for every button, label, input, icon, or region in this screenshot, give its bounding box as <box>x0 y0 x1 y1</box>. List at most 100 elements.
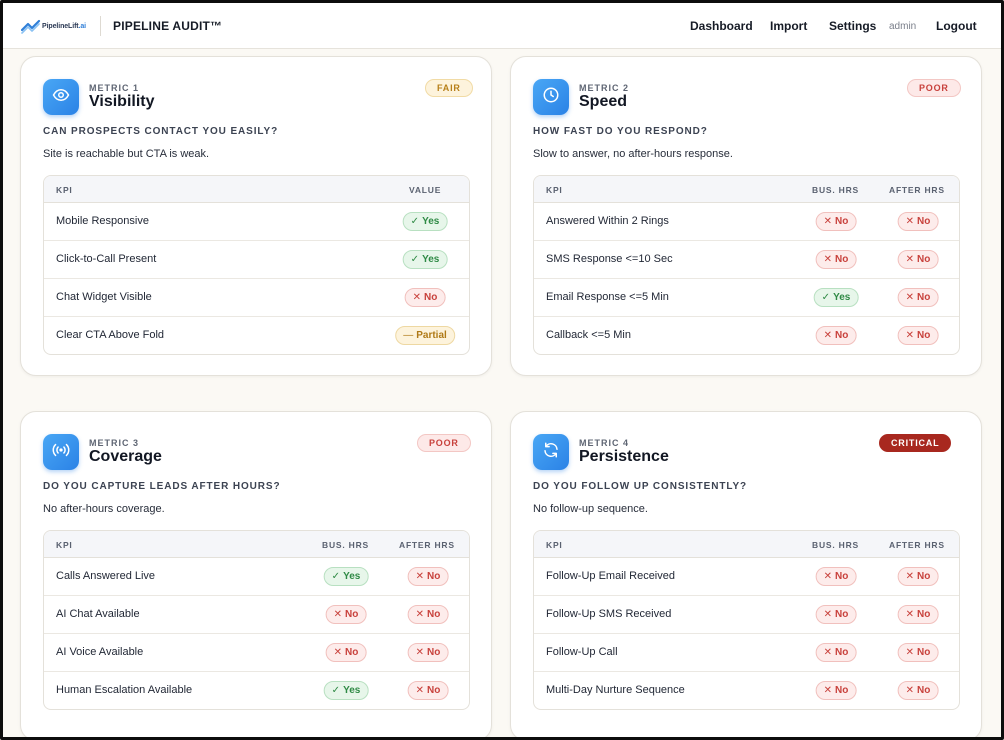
kpi-table-header: KPI VALUE <box>44 176 469 203</box>
business-hours-pill: ✕ No <box>815 643 857 662</box>
header-divider <box>100 16 101 36</box>
nav-dashboard[interactable]: Dashboard <box>690 19 753 33</box>
kpi-table-header: KPI BUS. HRS AFTER HRS <box>534 531 959 558</box>
metric-question: CAN PROSPECTS CONTACT YOU EASILY? <box>43 126 279 137</box>
metric-summary: No follow-up sequence. <box>533 503 648 515</box>
no-mark-icon: ✕ <box>415 571 425 582</box>
kpi-name: Follow-Up Call <box>546 646 618 658</box>
business-hours-pill: ✕ No <box>325 643 367 662</box>
no-mark-icon: ✕ <box>905 609 915 620</box>
after-hours-pill: ✕ No <box>897 326 939 345</box>
kpi-table-header: KPI BUS. HRS AFTER HRS <box>44 531 469 558</box>
kpi-row: Chat Widget Visible ✕ No <box>44 279 469 317</box>
yes-mark-icon: ✓ <box>821 292 831 303</box>
after-hours-pill-text: No <box>917 216 931 227</box>
after-hours-pill: ✕ No <box>897 643 939 662</box>
rating-badge: CRITICAL <box>879 434 952 452</box>
no-mark-icon: ✕ <box>415 609 425 620</box>
kpi-row: Human Escalation Available ✓ Yes ✕ No <box>44 672 469 709</box>
metric-number: METRIC 3 <box>89 438 140 448</box>
metric-card-visibility: METRIC 1 Visibility FAIR CAN PROSPECTS CONT… <box>20 56 492 376</box>
kpi-name: Email Response <=5 Min <box>546 291 669 303</box>
kpi-row: Follow-Up Call ✕ No ✕ No <box>534 634 959 672</box>
metric-title: Visibility <box>89 93 155 110</box>
column-header-kpi: KPI <box>56 540 73 550</box>
after-hours-pill: ✕ No <box>897 250 939 269</box>
no-mark-icon: ✕ <box>415 647 425 658</box>
logo-text: PipelineLift.ai <box>42 23 86 30</box>
kpi-row: Follow-Up Email Received ✕ No ✕ No <box>534 558 959 596</box>
rating-badge: POOR <box>417 434 471 452</box>
after-hours-pill: ✕ No <box>897 567 939 586</box>
business-hours-pill-text: No <box>835 685 849 696</box>
column-header-kpi: KPI <box>546 185 563 195</box>
metric-number: METRIC 2 <box>579 83 630 93</box>
business-hours-pill-text: Yes <box>833 292 851 303</box>
kpi-row: AI Voice Available ✕ No ✕ No <box>44 634 469 672</box>
no-mark-icon: ✕ <box>823 216 833 227</box>
nav-import[interactable]: Import <box>770 19 808 33</box>
kpi-row: Clear CTA Above Fold — Partial <box>44 317 469 354</box>
business-hours-pill-text: No <box>835 647 849 658</box>
nav-settings[interactable]: Settings <box>829 19 877 33</box>
partial-mark-icon: — <box>403 330 414 341</box>
kpi-row: Follow-Up SMS Received ✕ No ✕ No <box>534 596 959 634</box>
kpi-table: KPI VALUE Mobile Responsive ✓ Yes Click-to-Ca… <box>43 175 470 355</box>
no-mark-icon: ✕ <box>905 571 915 582</box>
metric-number: METRIC 4 <box>579 438 630 448</box>
broadcast-icon <box>51 440 71 465</box>
no-mark-icon: ✕ <box>412 292 422 303</box>
status-pill: ✓ Yes <box>402 212 448 231</box>
metric-icon-tile <box>43 79 79 115</box>
business-hours-pill: ✓ Yes <box>323 681 369 700</box>
no-mark-icon: ✕ <box>415 685 425 696</box>
app-title: PIPELINE AUDIT™ <box>113 19 223 33</box>
kpi-name: Human Escalation Available <box>56 684 193 696</box>
yes-mark-icon: ✓ <box>410 254 420 265</box>
logo-text-suffix: .ai <box>78 22 87 30</box>
kpi-name: Chat Widget Visible <box>56 291 152 303</box>
status-pill: ✕ No <box>404 288 446 307</box>
after-hours-pill-text: No <box>427 609 441 620</box>
yes-mark-icon: ✓ <box>331 685 341 696</box>
refresh-icon <box>542 441 560 464</box>
after-hours-pill: ✕ No <box>407 681 449 700</box>
column-header-after-hrs: AFTER HRS <box>889 185 945 195</box>
metric-number: METRIC 1 <box>89 83 140 93</box>
after-hours-pill-text: No <box>917 685 931 696</box>
column-header-kpi: KPI <box>546 540 563 550</box>
no-mark-icon: ✕ <box>823 647 833 658</box>
after-hours-pill: ✕ No <box>407 643 449 662</box>
logout-link[interactable]: Logout <box>936 19 977 33</box>
brand-logo[interactable]: PipelineLift.ai <box>21 17 86 35</box>
rating-badge: POOR <box>907 79 961 97</box>
metric-card-speed: METRIC 2 Speed POOR HOW FAST DO YOU RESPOND… <box>510 56 982 376</box>
business-hours-pill: ✓ Yes <box>813 288 859 307</box>
no-mark-icon: ✕ <box>823 609 833 620</box>
metric-icon-tile <box>533 434 569 470</box>
after-hours-pill-text: No <box>917 571 931 582</box>
after-hours-pill-text: No <box>917 647 931 658</box>
rating-badge: FAIR <box>425 79 473 97</box>
top-bar: PipelineLift.ai PIPELINE AUDIT™ Dashboar… <box>3 3 1001 49</box>
eye-icon <box>52 86 70 109</box>
metric-summary: Slow to answer, no after-hours response. <box>533 148 733 160</box>
column-header-bus-hrs: BUS. HRS <box>812 540 860 550</box>
no-mark-icon: ✕ <box>905 647 915 658</box>
business-hours-pill-text: No <box>835 254 849 265</box>
business-hours-pill: ✕ No <box>815 681 857 700</box>
yes-mark-icon: ✓ <box>331 571 341 582</box>
column-header-kpi: KPI <box>56 185 73 195</box>
no-mark-icon: ✕ <box>905 254 915 265</box>
kpi-row: Calls Answered Live ✓ Yes ✕ No <box>44 558 469 596</box>
business-hours-pill: ✕ No <box>815 212 857 231</box>
status-pill-text: Yes <box>422 216 440 227</box>
metric-card-coverage: METRIC 3 Coverage POOR DO YOU CAPTURE LEADS… <box>20 411 492 740</box>
logo-text-main: Pipeline <box>42 22 69 30</box>
no-mark-icon: ✕ <box>905 685 915 696</box>
after-hours-pill-text: No <box>917 609 931 620</box>
business-hours-pill: ✓ Yes <box>323 567 369 586</box>
metric-title: Persistence <box>579 448 669 465</box>
metric-question: HOW FAST DO YOU RESPOND? <box>533 126 708 137</box>
kpi-name: Callback <=5 Min <box>546 329 631 341</box>
